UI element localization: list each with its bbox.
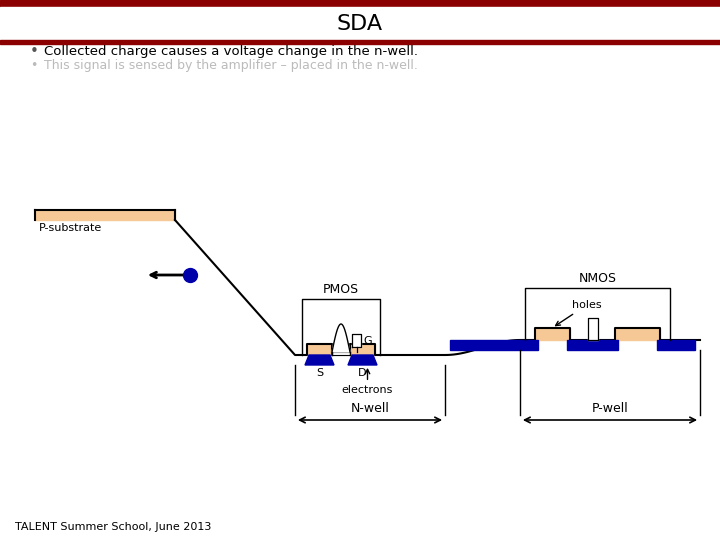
Polygon shape xyxy=(350,344,375,355)
Bar xyxy=(0,7,720,40)
Text: D: D xyxy=(359,368,366,378)
Polygon shape xyxy=(307,344,332,355)
Text: SDA: SDA xyxy=(337,14,383,33)
Text: N-well: N-well xyxy=(351,402,390,415)
Text: S: S xyxy=(316,368,323,378)
Text: TALENT Summer School, June 2013: TALENT Summer School, June 2013 xyxy=(15,522,212,532)
Text: •: • xyxy=(30,44,39,59)
Polygon shape xyxy=(657,340,695,350)
Polygon shape xyxy=(535,328,570,340)
Bar xyxy=(0,40,720,44)
Bar xyxy=(0,0,720,7)
Polygon shape xyxy=(450,340,538,350)
Polygon shape xyxy=(615,328,660,340)
Text: This signal is sensed by the amplifier – placed in the n-well.: This signal is sensed by the amplifier –… xyxy=(44,58,418,71)
Polygon shape xyxy=(332,324,350,352)
Polygon shape xyxy=(332,352,350,355)
Polygon shape xyxy=(567,340,618,350)
Bar xyxy=(35,210,175,220)
Text: PMOS: PMOS xyxy=(323,283,359,296)
Text: P-substrate: P-substrate xyxy=(39,223,102,233)
Polygon shape xyxy=(305,355,334,365)
Text: •: • xyxy=(30,58,37,71)
Text: P-well: P-well xyxy=(592,402,629,415)
Text: G: G xyxy=(363,335,372,346)
Text: Collected charge causes a voltage change in the n-well.: Collected charge causes a voltage change… xyxy=(44,45,418,58)
Polygon shape xyxy=(588,318,598,340)
Polygon shape xyxy=(352,334,361,347)
Text: electrons: electrons xyxy=(342,369,393,395)
Text: holes: holes xyxy=(556,300,602,326)
Polygon shape xyxy=(348,355,377,365)
Text: NMOS: NMOS xyxy=(578,272,616,285)
